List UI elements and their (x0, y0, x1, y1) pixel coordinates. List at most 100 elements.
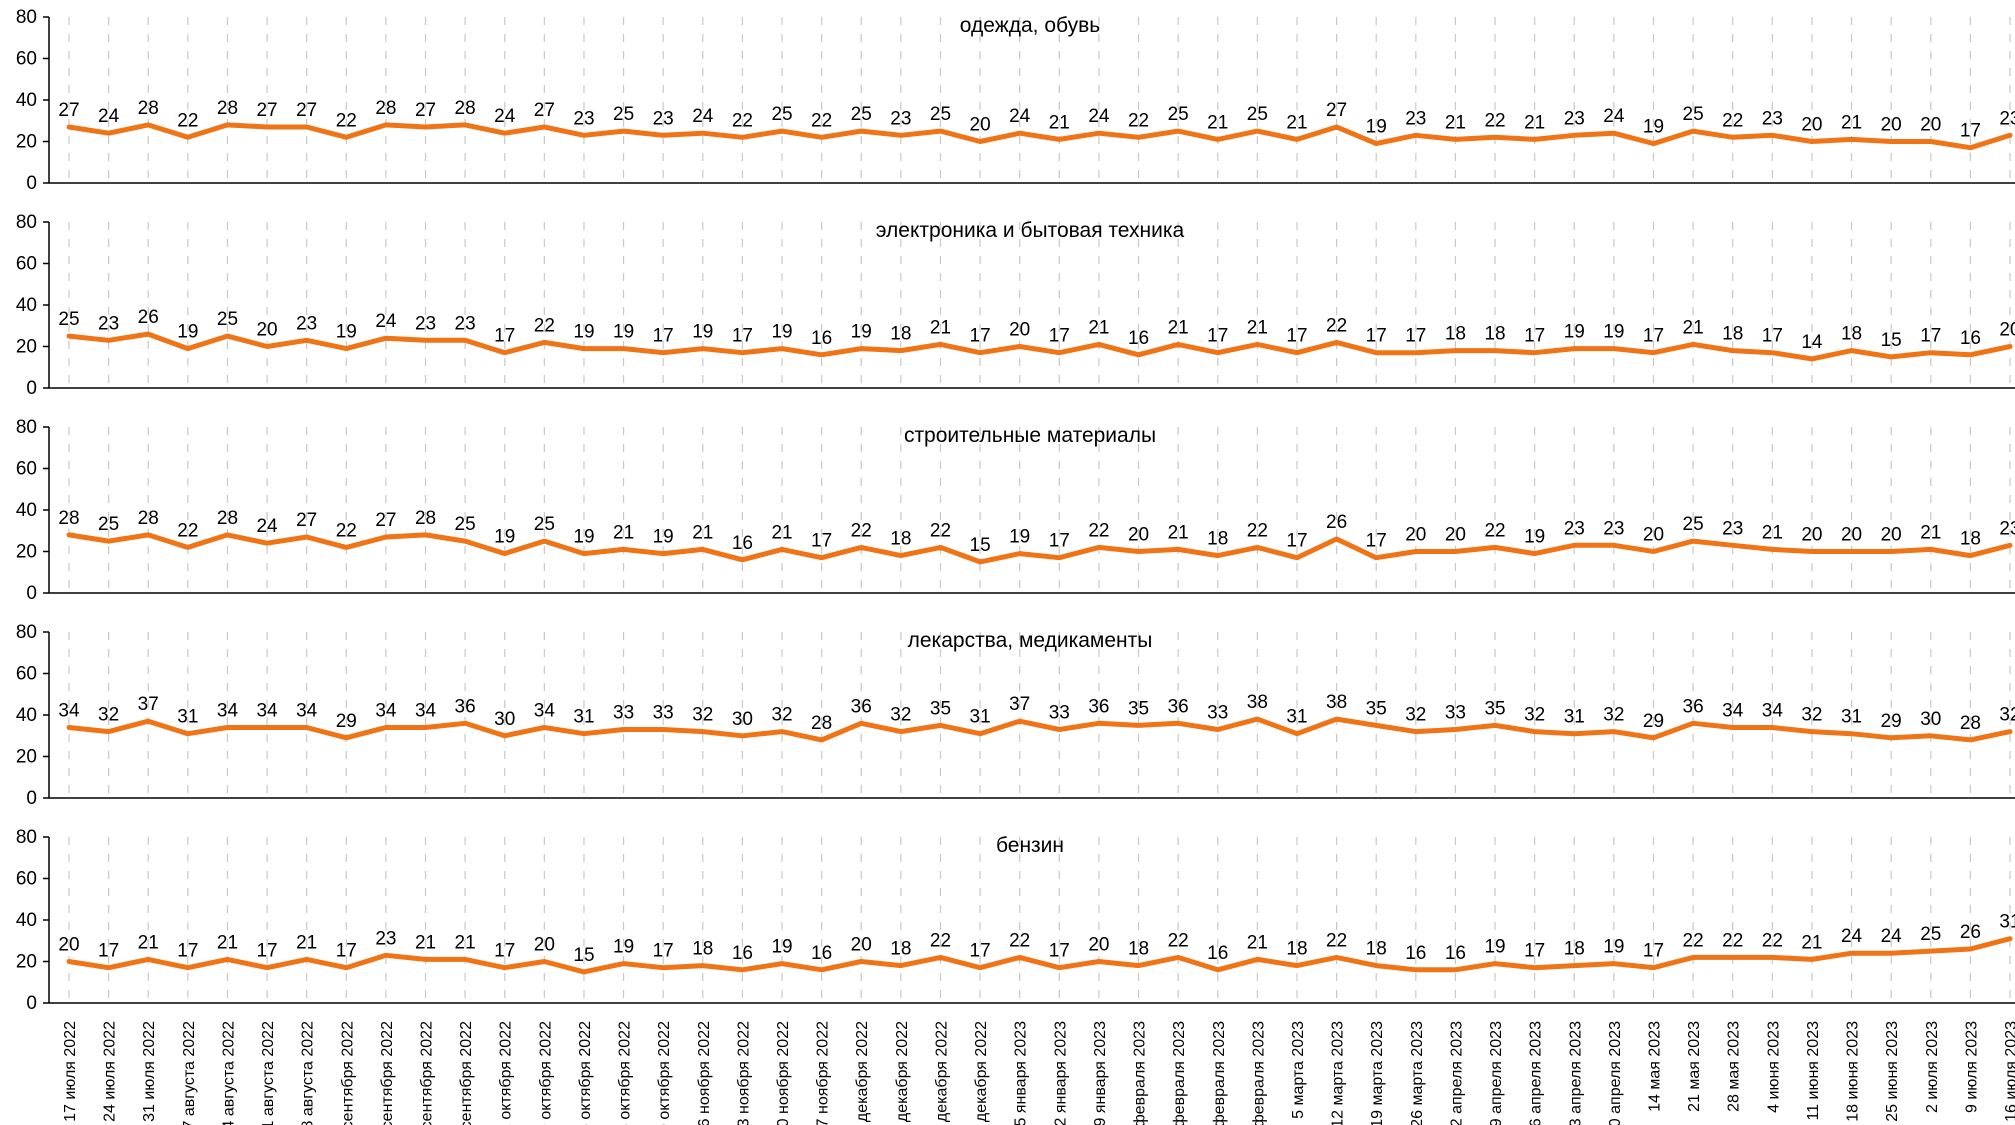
x-tick-label: 23 октября 2022 (617, 1021, 634, 1125)
data-label: 21 (930, 317, 951, 338)
data-label: 22 (930, 520, 951, 541)
data-label: 16 (1128, 328, 1149, 349)
data-label: 30 (1920, 709, 1941, 730)
y-tick-label: 80 (16, 622, 37, 643)
data-label: 25 (217, 309, 238, 330)
data-label: 33 (1049, 703, 1070, 724)
data-label: 24 (1841, 926, 1863, 947)
data-label: 23 (1564, 518, 1585, 539)
data-label: 26 (1960, 922, 1981, 943)
data-label: 19 (1484, 937, 1505, 958)
data-label: 22 (1326, 315, 1347, 336)
data-label: 24 (494, 106, 516, 127)
data-label: 23 (455, 313, 476, 334)
x-tick-label: 18 сентября 2022 (419, 1021, 436, 1125)
chart-panel: 0 20 40 60 80 одежда, обувь 27 24 28 22 28 27 27 22 28… (16, 7, 2015, 194)
data-label: 20 (970, 115, 991, 136)
series-line (66, 716, 2013, 743)
data-label: 32 (1999, 705, 2015, 726)
data-label: 22 (336, 110, 357, 131)
y-tick-label: 0 (26, 378, 37, 399)
data-label: 19 (692, 322, 713, 343)
data-label: 34 (58, 700, 80, 721)
data-label: 36 (851, 696, 872, 717)
y-tick-label: 0 (26, 993, 37, 1014)
data-label: 34 (1722, 700, 1744, 721)
data-label: 26 (138, 307, 159, 328)
data-label: 17 (653, 941, 674, 962)
data-label: 16 (732, 943, 753, 964)
data-label: 21 (1920, 522, 1941, 543)
data-label: 19 (851, 322, 872, 343)
data-label: 15 (970, 535, 991, 556)
data-label: 24 (1088, 106, 1110, 127)
data-label: 36 (1088, 696, 1109, 717)
data-label: 23 (890, 108, 911, 129)
data-label: 21 (1088, 317, 1109, 338)
data-label: 26 (1326, 512, 1347, 533)
data-label: 25 (98, 514, 119, 535)
chart-panels: 0 20 40 60 80 одежда, обувь 27 24 28 22 28 27 27 22 28… (16, 7, 2015, 1014)
data-label: 31 (1841, 707, 1862, 728)
x-tick-label: 30 октября 2022 (656, 1021, 673, 1125)
data-label: 20 (1643, 525, 1664, 546)
data-label: 22 (811, 110, 832, 131)
data-label: 17 (336, 941, 357, 962)
data-label: 20 (1445, 525, 1466, 546)
y-tick-label: 80 (16, 7, 37, 28)
data-label: 22 (1722, 930, 1743, 951)
data-label: 19 (771, 937, 792, 958)
data-label: 31 (1564, 707, 1585, 728)
data-label: 24 (692, 106, 714, 127)
x-tick-label: 13 ноября 2022 (735, 1021, 752, 1125)
data-label: 27 (296, 510, 317, 531)
data-label: 20 (1801, 115, 1822, 136)
x-tick-label: 26 марта 2023 (1409, 1021, 1426, 1125)
data-label: 35 (1128, 698, 1149, 719)
x-tick-label: 16 октября 2022 (577, 1021, 594, 1125)
data-label: 20 (1405, 525, 1426, 546)
data-label: 36 (455, 696, 476, 717)
data-label: 17 (494, 326, 515, 347)
data-label: 22 (177, 520, 198, 541)
y-tick-label: 80 (16, 417, 37, 438)
data-label: 27 (256, 100, 277, 121)
data-label: 34 (534, 700, 556, 721)
data-label: 17 (1762, 326, 1783, 347)
data-label: 33 (1207, 703, 1228, 724)
x-tick-label: 11 сентября 2022 (379, 1021, 396, 1125)
data-label: 17 (970, 941, 991, 962)
data-label: 32 (692, 705, 713, 726)
x-tick-label: 31 июля 2022 (141, 1021, 158, 1122)
data-label: 28 (1960, 713, 1981, 734)
data-label: 28 (217, 98, 238, 119)
data-label: 17 (1960, 121, 1981, 142)
data-label: 21 (1247, 932, 1268, 953)
data-label: 17 (732, 326, 753, 347)
data-label: 19 (336, 322, 357, 343)
data-label: 21 (1207, 112, 1228, 133)
data-label: 17 (494, 941, 515, 962)
data-label: 20 (1088, 935, 1109, 956)
data-label: 31 (1999, 912, 2015, 933)
data-label: 31 (177, 707, 198, 728)
data-label: 21 (1168, 522, 1189, 543)
y-tick-label: 0 (26, 173, 37, 194)
data-label: 28 (375, 98, 396, 119)
y-tick-label: 60 (16, 459, 37, 480)
data-label: 17 (256, 941, 277, 962)
y-tick-label: 0 (26, 583, 37, 604)
data-label: 29 (1881, 711, 1902, 732)
data-label: 32 (1801, 705, 1822, 726)
data-label: 33 (1445, 703, 1466, 724)
x-tick-label: 18 июня 2023 (1845, 1021, 1862, 1122)
data-label: 21 (138, 932, 159, 953)
data-label: 23 (98, 313, 119, 334)
data-label: 24 (98, 106, 120, 127)
data-label: 25 (851, 104, 872, 125)
data-label: 28 (455, 98, 476, 119)
x-tick-label: 28 августа 2022 (300, 1021, 317, 1125)
data-label: 20 (1009, 320, 1030, 341)
data-label: 17 (1405, 326, 1426, 347)
